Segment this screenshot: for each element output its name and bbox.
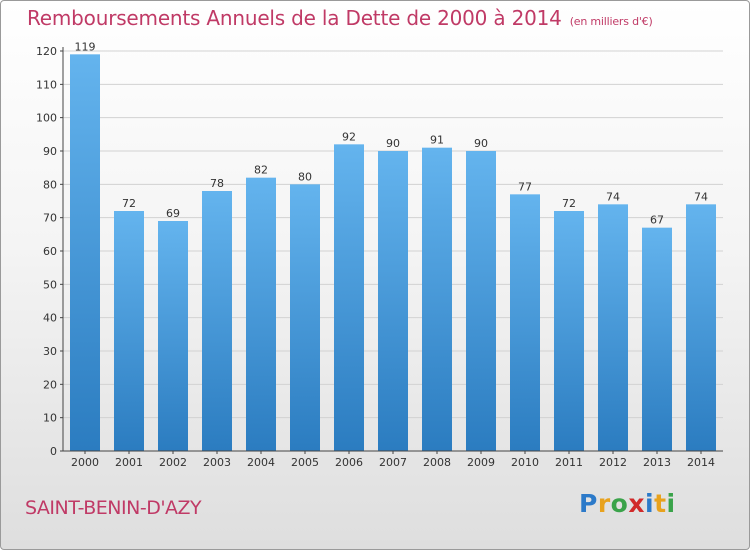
data-label: 72 [562, 197, 576, 210]
data-label: 90 [474, 137, 488, 150]
bar-2000 [70, 54, 100, 451]
city-name: SAINT-BENIN-D'AZY [25, 497, 202, 519]
y-tick-label: 100 [36, 112, 57, 125]
x-tick-label: 2009 [467, 456, 495, 469]
data-label: 90 [386, 137, 400, 150]
bar-2008 [422, 147, 452, 451]
y-tick-label: 0 [50, 445, 57, 458]
y-tick-label: 30 [43, 345, 57, 358]
bar-2005 [290, 184, 320, 452]
x-tick-label: 2004 [247, 456, 275, 469]
data-label: 82 [254, 164, 268, 177]
data-label: 69 [166, 207, 180, 220]
y-tick-label: 50 [43, 278, 57, 291]
x-tick-label: 2005 [291, 456, 319, 469]
logo-letter: r [597, 489, 611, 518]
data-label: 91 [430, 134, 444, 147]
x-tick-label: 2010 [511, 456, 539, 469]
chart-subtitle: (en milliers d'€) [569, 15, 653, 28]
logo-letter: x [628, 489, 645, 518]
data-label: 80 [298, 170, 312, 183]
bar-2003 [202, 191, 232, 451]
bar-2012 [598, 204, 628, 451]
bar-2006 [334, 144, 364, 452]
data-label: 119 [75, 40, 96, 53]
y-tick-label: 110 [36, 78, 57, 91]
x-tick-label: 2014 [687, 456, 715, 469]
bar-2010 [510, 194, 540, 452]
logo-letter: i [666, 489, 676, 518]
x-tick-label: 2002 [159, 456, 187, 469]
data-label: 92 [342, 130, 356, 143]
data-label: 77 [518, 180, 532, 193]
axes: 0 10 20 30 40 50 60 70 80 90 100 110 120 2000 2001 2002… [36, 45, 723, 469]
x-tick-label: 2008 [423, 456, 451, 469]
bar-2002 [158, 221, 188, 451]
logo-letter: t [654, 489, 667, 518]
logo-letter: i [645, 489, 655, 518]
y-tick-label: 80 [43, 178, 57, 191]
y-tick-label: 70 [43, 212, 57, 225]
data-label: 78 [210, 177, 224, 190]
data-label: 74 [606, 190, 620, 203]
logo-letter: P [579, 489, 598, 518]
bar-2014 [686, 204, 716, 451]
bar-2013 [642, 227, 672, 451]
bar-2004 [246, 177, 276, 451]
bar-2007 [378, 151, 408, 451]
x-tick-label: 2000 [71, 456, 99, 469]
x-tick-label: 2011 [555, 456, 583, 469]
data-label: 67 [650, 214, 664, 227]
x-tick-label: 2001 [115, 456, 143, 469]
data-label: 74 [694, 190, 708, 203]
x-tick-label: 2007 [379, 456, 407, 469]
y-tick-label: 120 [36, 45, 57, 58]
bar-2011 [554, 211, 584, 451]
x-tick-label: 2003 [203, 456, 231, 469]
logo-letter: o [610, 489, 629, 518]
y-tick-label: 10 [43, 412, 57, 425]
x-tick-label: 2013 [643, 456, 671, 469]
y-tick-label: 90 [43, 145, 57, 158]
x-tick-label: 2006 [335, 456, 363, 469]
chart-title: Remboursements Annuels de la Dette de 20… [27, 6, 653, 30]
y-tick-label: 20 [43, 378, 57, 391]
proxiti-logo: Proxiti [579, 489, 676, 518]
x-tick-label: 2012 [599, 456, 627, 469]
data-label: 72 [122, 197, 136, 210]
chart-title-text: Remboursements Annuels de la Dette de 20… [27, 6, 562, 30]
y-tick-label: 40 [43, 312, 57, 325]
bar-2009 [466, 151, 496, 451]
bar-2001 [114, 211, 144, 451]
bars: 119 72 69 78 82 80 92 90 91 90 77 72 74 67 74 [70, 40, 716, 452]
y-tick-label: 60 [43, 245, 57, 258]
